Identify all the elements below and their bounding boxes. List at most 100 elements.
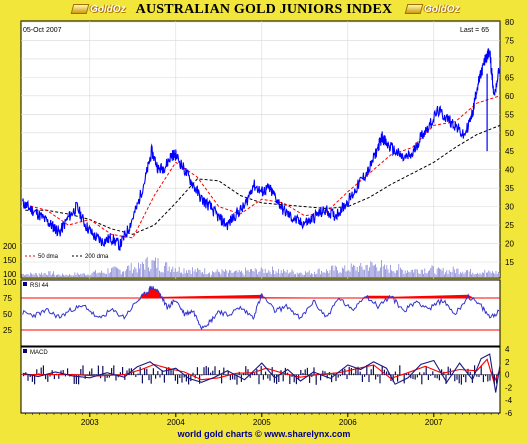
- volume-bar: [137, 262, 139, 277]
- volume-bar: [238, 269, 240, 277]
- volume-bar: [44, 273, 46, 277]
- price-y-tick-label: 20: [505, 240, 514, 249]
- volume-bar: [461, 273, 462, 277]
- macd-histogram-bar: [170, 369, 172, 376]
- volume-bar: [339, 272, 341, 277]
- volume-bar: [351, 266, 353, 277]
- macd-histogram-bar: [27, 374, 29, 381]
- volume-bar: [458, 274, 460, 277]
- macd-histogram-bar: [214, 366, 216, 376]
- macd-histogram-bar: [181, 374, 183, 383]
- volume-bar: [398, 264, 400, 277]
- macd-histogram-bar: [355, 367, 357, 376]
- volume-bar: [131, 273, 133, 277]
- macd-histogram-bar: [460, 374, 462, 385]
- volume-bar: [295, 273, 296, 277]
- volume-bar: [165, 262, 166, 277]
- volume-bar: [297, 273, 299, 277]
- volume-bar: [291, 269, 293, 277]
- volume-bar: [322, 272, 324, 277]
- volume-bar: [474, 273, 476, 277]
- macd-histogram-bar: [190, 374, 192, 382]
- macd-histogram-bar: [100, 374, 102, 379]
- macd-histogram-bar: [73, 374, 75, 384]
- volume-bar: [125, 269, 127, 277]
- volume-bar: [359, 265, 360, 277]
- volume-bar: [28, 275, 30, 277]
- volume-bar: [284, 271, 286, 277]
- volume-bar: [337, 270, 338, 277]
- volume-bar: [92, 271, 94, 277]
- macd-histogram-bar: [205, 365, 207, 376]
- volume-bar: [187, 273, 188, 277]
- volume-bar: [449, 271, 451, 277]
- volume-bar: [286, 269, 288, 277]
- macd-histogram-bar: [353, 373, 355, 376]
- macd-histogram-bar: [306, 367, 308, 376]
- macd-histogram-bar: [47, 374, 49, 382]
- volume-bar: [173, 271, 175, 277]
- macd-histogram-bar: [322, 370, 324, 376]
- macd-histogram-bar: [210, 372, 212, 376]
- volume-bar: [206, 274, 208, 277]
- macd-histogram-bar: [212, 370, 214, 376]
- volume-bar: [480, 274, 482, 277]
- volume-bar: [65, 274, 67, 277]
- macd-line: [22, 353, 501, 393]
- price-panel: [20, 20, 501, 279]
- macd-histogram-bar: [185, 374, 187, 382]
- volume-bar: [252, 270, 254, 277]
- volume-bar: [411, 269, 413, 277]
- volume-bar: [113, 266, 115, 277]
- macd-histogram-bar: [295, 374, 297, 385]
- volume-bar: [260, 267, 262, 277]
- macd-histogram-bar: [89, 371, 91, 376]
- volume-bar: [257, 274, 258, 277]
- volume-bar: [176, 271, 178, 277]
- volume-bar: [96, 273, 98, 277]
- volume-bar: [161, 271, 163, 277]
- volume-bar: [307, 272, 309, 277]
- volume-bar: [198, 269, 200, 277]
- volume-bar: [369, 267, 370, 277]
- volume-bar: [281, 272, 283, 277]
- price-line: [22, 48, 501, 251]
- volume-bar: [386, 265, 388, 277]
- macd-histogram-bar: [177, 374, 179, 384]
- volume-bar: [241, 270, 242, 277]
- macd-histogram-bar: [45, 374, 47, 380]
- volume-bar: [335, 266, 337, 277]
- volume-bar: [451, 271, 453, 277]
- volume-bar: [22, 273, 24, 277]
- macd-histogram-bar: [168, 367, 170, 376]
- volume-bar: [361, 266, 363, 277]
- macd-histogram-bar: [452, 374, 454, 376]
- volume-bar: [464, 272, 466, 277]
- volume-bar: [166, 262, 168, 277]
- volume-bar: [371, 262, 373, 277]
- macd-histogram-bar: [485, 374, 487, 377]
- volume-bar: [306, 272, 308, 277]
- macd-y-tick-label: 2: [505, 358, 510, 367]
- macd-histogram-bar: [256, 369, 258, 376]
- macd-histogram-bar: [361, 374, 363, 382]
- price-y-tick-label: 75: [505, 36, 514, 45]
- volume-bar: [108, 273, 110, 277]
- volume-bar: [399, 267, 401, 277]
- volume-bar: [274, 274, 276, 277]
- volume-bar: [85, 275, 86, 277]
- volume-bar: [74, 272, 76, 277]
- macd-label: MACD: [30, 350, 48, 356]
- volume-bar: [21, 274, 23, 277]
- volume-bar: [393, 271, 395, 277]
- macd-histogram-bar: [335, 374, 337, 382]
- volume-bar: [402, 269, 404, 277]
- volume-bar: [23, 275, 25, 277]
- volume-bar: [105, 273, 107, 277]
- volume-bar: [275, 271, 277, 277]
- macd-histogram-bar: [454, 374, 456, 382]
- macd-histogram-bar: [368, 374, 370, 383]
- macd-histogram-bar: [445, 374, 447, 384]
- macd-histogram-bar: [106, 374, 108, 378]
